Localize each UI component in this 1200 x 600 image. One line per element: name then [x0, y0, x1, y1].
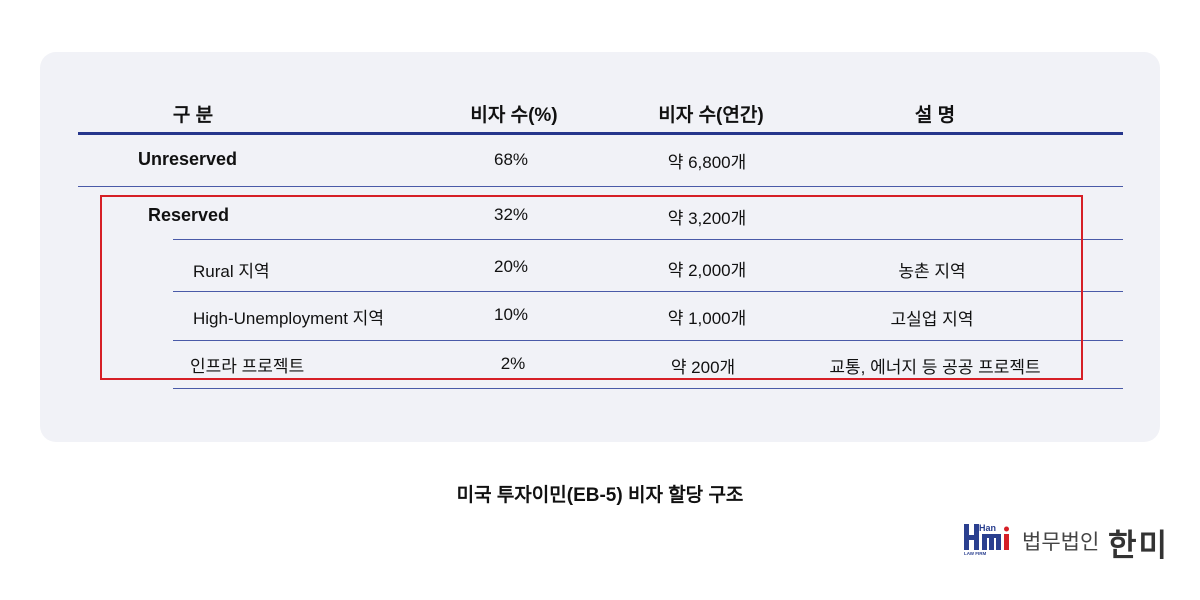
svg-text:Han: Han	[979, 523, 996, 533]
row-infrastructure-percent: 2%	[500, 354, 526, 373]
row-rural-annual: 약 2,000개	[667, 261, 747, 280]
row-unreserved-percent: 68%	[493, 150, 529, 169]
row-reserved-category: Reserved	[148, 205, 230, 225]
row-high-unemployment-category: High-Unemployment 지역	[193, 309, 384, 328]
row-infrastructure-description: 교통, 에너지 등 공공 프로젝트	[829, 358, 1041, 377]
header-description: 설 명	[914, 105, 956, 126]
row-divider	[78, 186, 1123, 187]
row-divider	[173, 239, 1123, 240]
row-reserved-annual: 약 3,200개	[667, 209, 747, 228]
header-divider	[78, 132, 1123, 135]
row-infrastructure-category: 인프라 프로젝트	[190, 357, 305, 376]
row-infrastructure-annual: 약 200개	[670, 358, 736, 377]
row-divider	[173, 340, 1123, 341]
row-unreserved-annual: 약 6,800개	[667, 153, 747, 172]
row-unreserved-category: Unreserved	[138, 149, 238, 169]
row-rural-percent: 20%	[493, 257, 529, 276]
table-card	[40, 52, 1160, 442]
svg-text:LAW FIRM: LAW FIRM	[964, 551, 986, 556]
law-firm-logo: Han LAW FIRM 법무법인 한미	[962, 520, 1177, 563]
row-divider	[173, 388, 1123, 389]
row-divider	[173, 291, 1123, 292]
law-firm-logo-mark-icon: Han LAW FIRM	[964, 523, 1009, 556]
row-rural-category: Rural 지역	[193, 262, 270, 281]
reserved-highlight-box	[100, 195, 1083, 380]
law-firm-name: 한미	[1108, 528, 1170, 563]
row-rural-description: 농촌 지역	[898, 262, 966, 281]
law-firm-label: 법무법인	[1022, 531, 1100, 554]
row-high-unemployment-percent: 10%	[493, 305, 529, 324]
row-high-unemployment-description: 고실업 지역	[890, 310, 974, 329]
header-visa-percent: 비자 수(%)	[470, 105, 558, 126]
figure-caption: 미국 투자이민(EB-5) 비자 할당 구조	[456, 485, 744, 506]
header-visa-annual: 비자 수(연간)	[658, 105, 764, 126]
row-reserved-percent: 32%	[493, 205, 529, 224]
header-category: 구 분	[172, 105, 214, 126]
row-high-unemployment-annual: 약 1,000개	[667, 309, 747, 328]
